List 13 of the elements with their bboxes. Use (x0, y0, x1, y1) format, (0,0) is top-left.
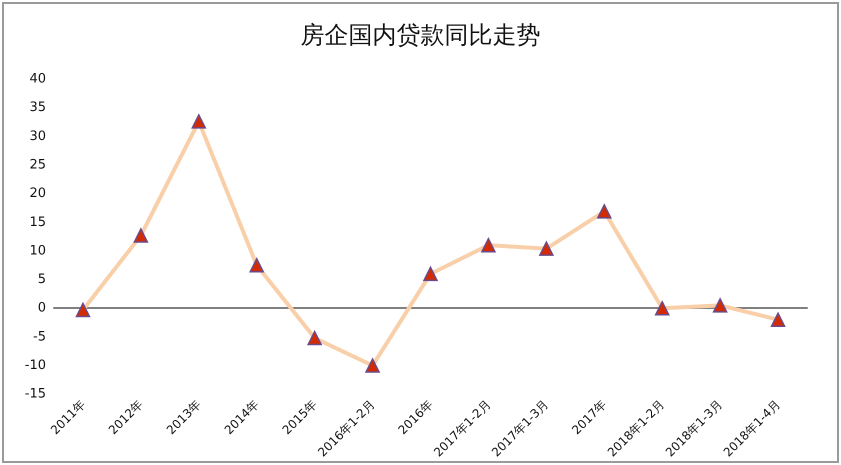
y-tick-label: 20 (29, 186, 46, 202)
y-tick-label: 5 (38, 272, 46, 288)
y-tick-label: 25 (29, 157, 46, 172)
y-tick-label: 0 (38, 300, 46, 316)
y-tick-label: -5 (33, 329, 46, 344)
y-tick-label: 40 (29, 72, 46, 86)
y-tick-label: 35 (29, 100, 46, 116)
y-tick-label: 10 (29, 243, 46, 258)
chart-title: 房企国内贷款同比走势 (300, 21, 540, 49)
y-tick-label: -10 (24, 358, 46, 374)
y-tick-label: 30 (29, 128, 46, 144)
y-tick-label: -15 (24, 386, 46, 402)
y-tick-label: 15 (29, 214, 46, 230)
